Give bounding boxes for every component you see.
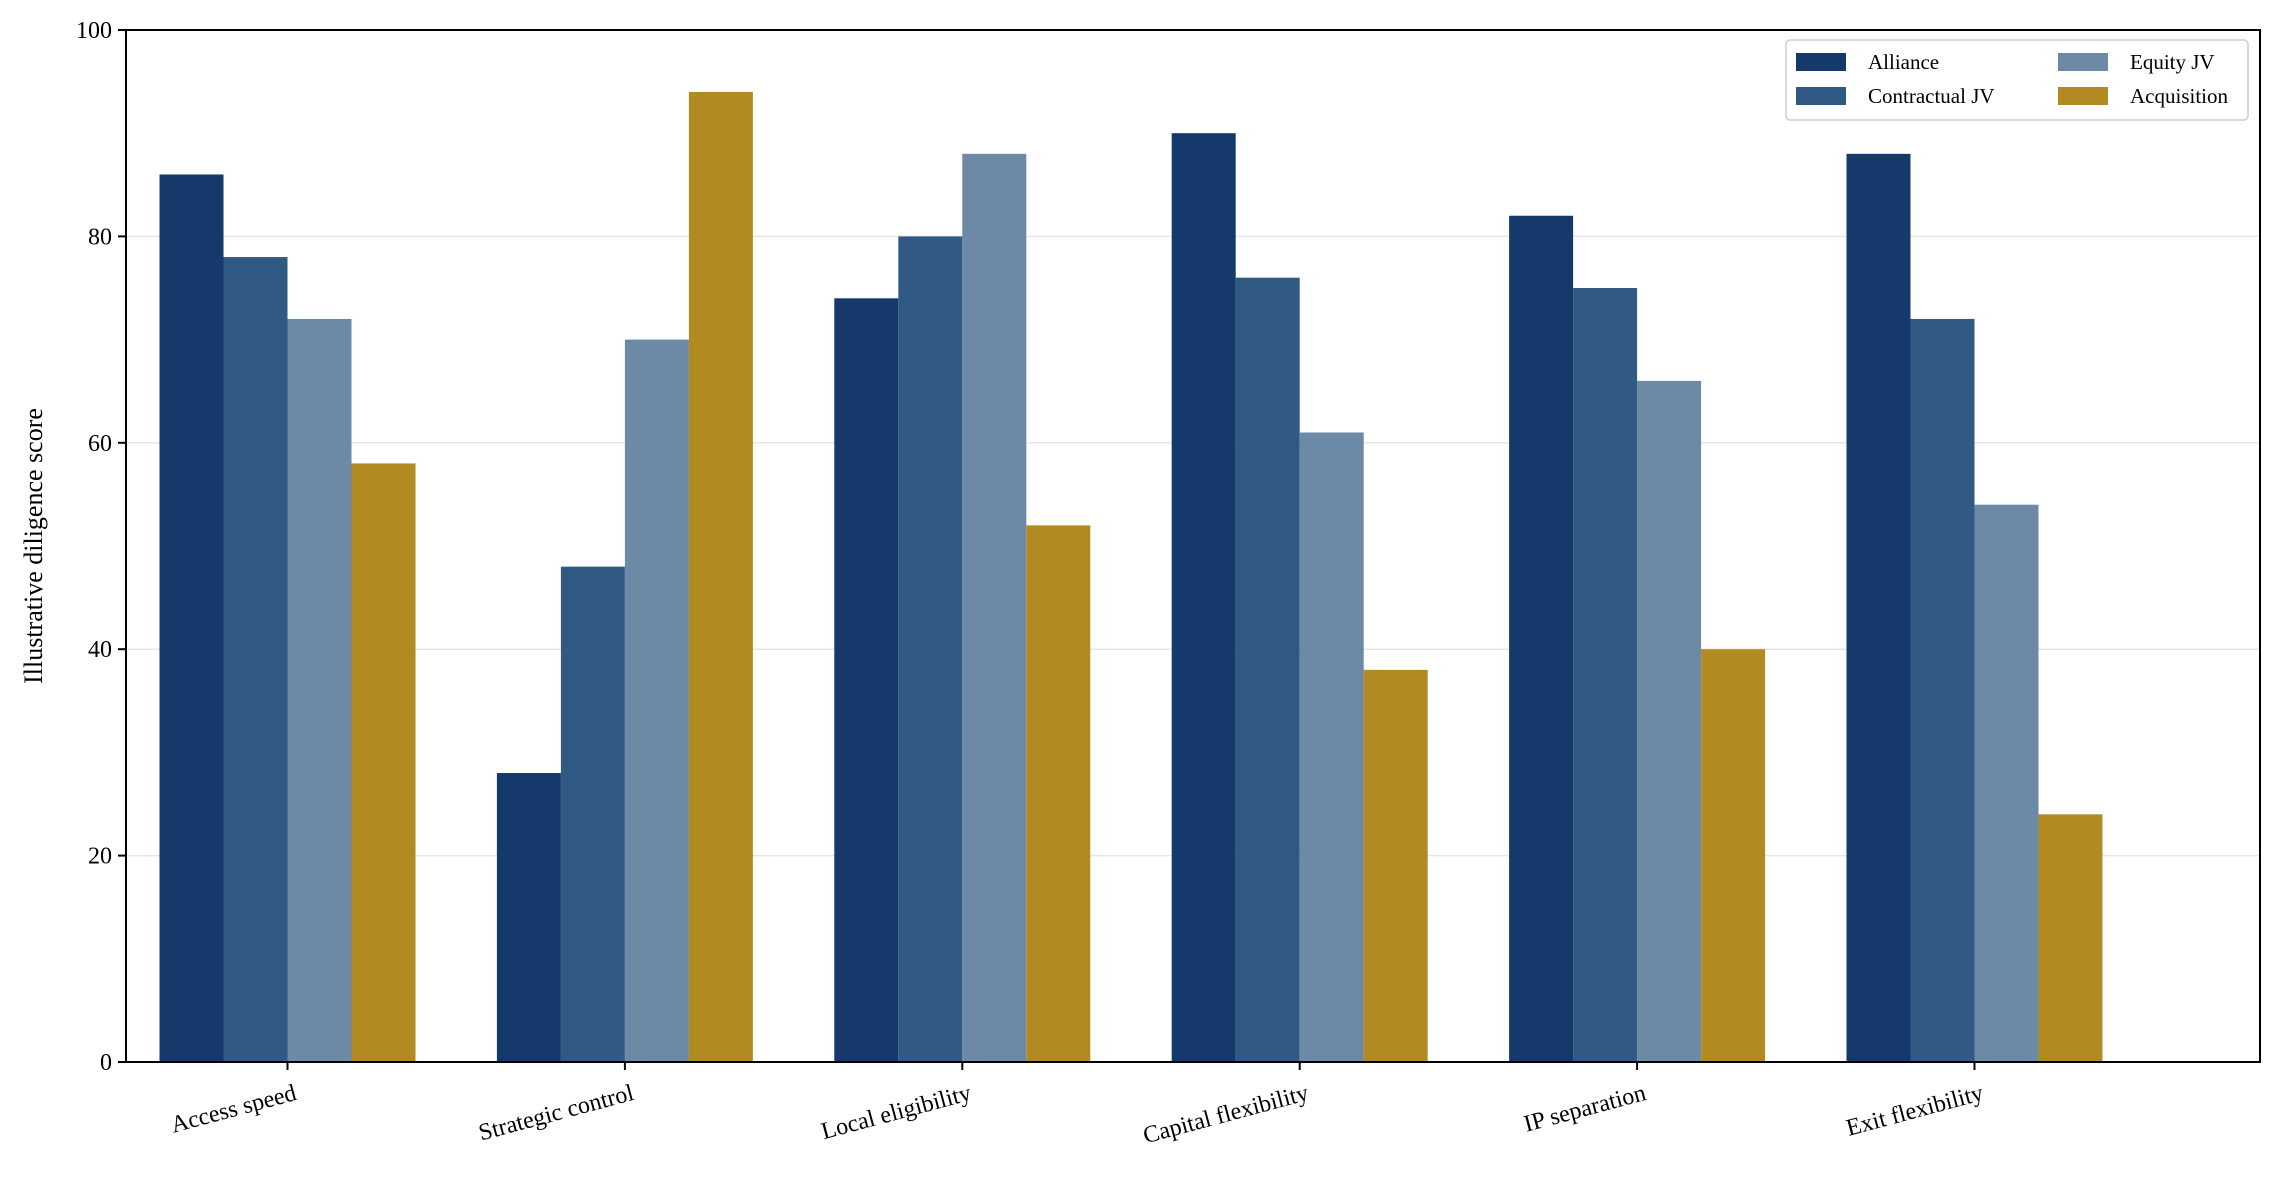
- x-tick-label: IP separation: [1521, 1080, 1649, 1137]
- bar-alliance: [496, 773, 561, 1062]
- x-tick-label: Exit flexibility: [1844, 1080, 1987, 1142]
- y-tick-label: 20: [88, 844, 112, 870]
- bar-acquisition: [351, 463, 416, 1062]
- bar-contractual-jv: [223, 257, 288, 1062]
- bar-acquisition: [1363, 669, 1428, 1062]
- legend[interactable]: Alliance Contractual JV Equity JV Acquisiti…: [1785, 39, 2249, 121]
- y-tick-label: 60: [88, 431, 112, 457]
- bar-contractual-jv: [1573, 288, 1638, 1062]
- x-tick-label: Strategic control: [476, 1080, 637, 1146]
- legend-swatch: [2058, 87, 2108, 105]
- legend-item-label: Equity JV: [2130, 50, 2215, 74]
- y-axis-label: Illustrative diligence score: [19, 408, 48, 684]
- bar-alliance: [1171, 133, 1236, 1062]
- bar-alliance: [159, 174, 224, 1063]
- x-tick-label: Capital flexibility: [1140, 1080, 1311, 1149]
- bar-contractual-jv: [1235, 277, 1300, 1062]
- legend-swatch: [1796, 87, 1846, 105]
- bar-equity-jv: [1637, 380, 1702, 1062]
- bar-contractual-jv: [898, 236, 963, 1062]
- x-tick-label: Access speed: [168, 1080, 299, 1138]
- bar-equity-jv: [962, 153, 1027, 1063]
- bar-equity-jv: [624, 339, 689, 1063]
- bar-acquisition: [688, 91, 753, 1063]
- plot-frame: [125, 29, 2261, 1063]
- bar-alliance: [1846, 153, 1911, 1063]
- legend-item-label: Contractual JV: [1868, 84, 1995, 108]
- bar-acquisition: [1026, 525, 1091, 1062]
- bar-alliance: [834, 298, 899, 1062]
- y-tick-label: 40: [88, 637, 112, 663]
- y-tick-label: 0: [100, 1050, 112, 1076]
- legend-item-label: Acquisition: [2130, 84, 2228, 108]
- bar-alliance: [1509, 215, 1574, 1062]
- legend-swatch: [1796, 53, 1846, 71]
- legend-item-label: Alliance: [1868, 50, 1939, 74]
- bar-equity-jv: [1299, 432, 1364, 1063]
- bar-equity-jv: [287, 318, 352, 1063]
- bars: [159, 91, 2103, 1063]
- x-tick-label: Local eligibility: [819, 1080, 974, 1145]
- bar-equity-jv: [1974, 504, 2039, 1063]
- bar-contractual-jv: [1910, 318, 1975, 1063]
- bar-contractual-jv: [560, 566, 625, 1062]
- y-tick-label: 100: [76, 18, 112, 44]
- bar-acquisition: [2038, 814, 2103, 1062]
- legend-swatch: [2058, 53, 2108, 71]
- y-tick-label: 80: [88, 224, 112, 250]
- legend-box: [1785, 39, 2249, 121]
- y-axis: 0 20 40 60 80 100: [76, 18, 126, 1076]
- x-axis: Access speed Strategic control Local eligi…: [168, 1062, 1986, 1149]
- bar-acquisition: [1701, 649, 1766, 1062]
